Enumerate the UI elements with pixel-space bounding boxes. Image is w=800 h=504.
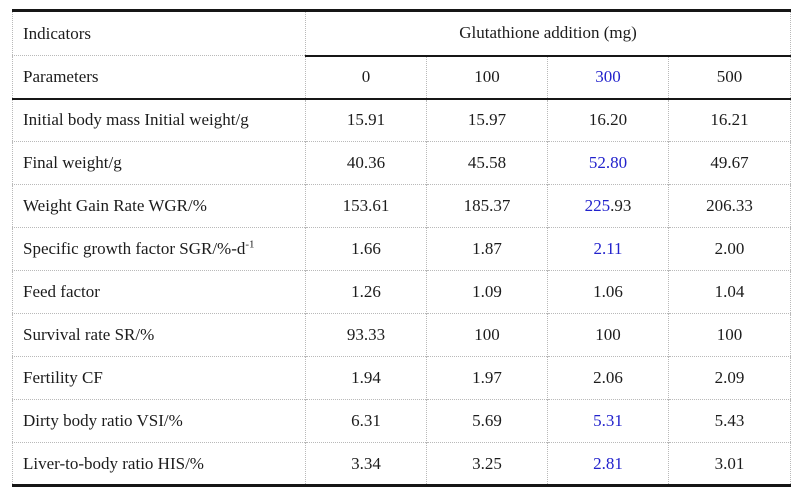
value-cell: 5.69 [426, 399, 548, 443]
value-cell-highlighted: 225.93 [547, 184, 669, 228]
row-label: Dirty body ratio VSI/% [12, 399, 306, 443]
value-cell: 1.06 [547, 270, 669, 314]
table-row-sgr: Specific growth factor SGR/%-d-1 1.66 1.… [12, 227, 791, 271]
table-row-final-weight: Final weight/g 40.36 45.58 52.80 49.67 [12, 141, 791, 185]
value-part-blue: 225 [584, 196, 611, 215]
value-cell: 15.97 [426, 98, 548, 142]
header-parameters-label: Parameters [12, 55, 306, 100]
value-cell: 100 [547, 313, 669, 357]
value-cell: 15.91 [346, 110, 386, 130]
value-cell-highlighted: 52.80 [547, 141, 669, 185]
value-cell: 45.58 [426, 141, 548, 185]
value-cell: 1.97 [426, 356, 548, 400]
row-label-superscript: -1 [245, 238, 255, 251]
value-cell-highlighted: 2.11 [547, 227, 669, 271]
value-cell: 206.33 [667, 184, 791, 228]
value-cell-highlighted: 2.81 [547, 442, 669, 486]
row-label: Final weight/g [12, 141, 306, 185]
results-table-container: Indicators Glutathione addition (mg) Par… [12, 9, 792, 487]
row-label-text: Specific growth factor SGR/%-d [23, 239, 246, 258]
value-cell: 16.20 [547, 98, 669, 142]
value-cell: 2.09 [667, 356, 791, 400]
table-row-initial-weight: Initial body mass Initial weight/g 15.91… [12, 98, 791, 142]
table-row-fertility: Fertility CF 1.94 1.97 2.06 2.09 [12, 356, 791, 400]
table-row-survival-rate: Survival rate SR/% 93.33 100 100 100 [12, 313, 791, 357]
value-cell: 3.01 [667, 442, 791, 486]
value-cell: 1.04 [667, 270, 791, 314]
value-cell: 185.37 [426, 184, 548, 228]
value-cell: 100 [426, 313, 548, 357]
dose-column-300: 300 [547, 55, 669, 100]
value-cell: 3.34 [305, 442, 427, 486]
row-label: Liver-to-body ratio HIS/% [12, 442, 306, 486]
row-label: Specific growth factor SGR/%-d-1 [12, 227, 306, 271]
value-cell: 2.06 [547, 356, 669, 400]
header-row-doses: Parameters 0 100 300 500 [12, 55, 791, 100]
value-cell: 1.09 [426, 270, 548, 314]
row-label: Survival rate SR/% [12, 313, 306, 357]
value-cell-highlighted: 5.31 [547, 399, 669, 443]
table-row-feed-factor: Feed factor 1.26 1.09 1.06 1.04 [12, 270, 791, 314]
value-cell: 2.00 [667, 227, 791, 271]
value-cell: 40.36 [305, 141, 427, 185]
dose-column-100: 100 [426, 55, 548, 100]
dose-column-0: 0 [305, 55, 427, 100]
value-cell: 6.31 [305, 399, 427, 443]
value-cell: 1.26 [305, 270, 427, 314]
row-label: Initial body mass Initial weight/g [12, 98, 306, 142]
row-label: Fertility CF [12, 356, 306, 400]
value-cell: 153.61 [305, 184, 427, 228]
dose-column-500: 500 [667, 55, 791, 100]
results-table: Indicators Glutathione addition (mg) Par… [12, 9, 792, 487]
value-part-black: .93 [610, 196, 632, 215]
header-indicators-label: Indicators [12, 10, 306, 56]
table-row-vsi: Dirty body ratio VSI/% 6.31 5.69 5.31 5.… [12, 399, 791, 443]
value-cell: 93.33 [305, 313, 427, 357]
table-row-his: Liver-to-body ratio HIS/% 3.34 3.25 2.81… [12, 442, 791, 486]
value-cell: 3.25 [426, 442, 548, 486]
value-cell: 16.21 [667, 98, 791, 142]
value-cell: 5.43 [667, 399, 791, 443]
header-group-title: Glutathione addition (mg) [305, 10, 791, 57]
value-cell: 49.67 [667, 141, 791, 185]
table-row-wgr: Weight Gain Rate WGR/% 153.61 185.37 225… [12, 184, 791, 228]
row-label: Weight Gain Rate WGR/% [12, 184, 306, 228]
value-cell: 100 [667, 313, 791, 357]
header-row-indicators: Indicators Glutathione addition (mg) [12, 10, 791, 57]
value-cell: 1.66 [305, 227, 427, 271]
value-cell: 1.87 [426, 227, 548, 271]
row-label: Feed factor [12, 270, 306, 314]
value-cell: 1.94 [305, 356, 427, 400]
